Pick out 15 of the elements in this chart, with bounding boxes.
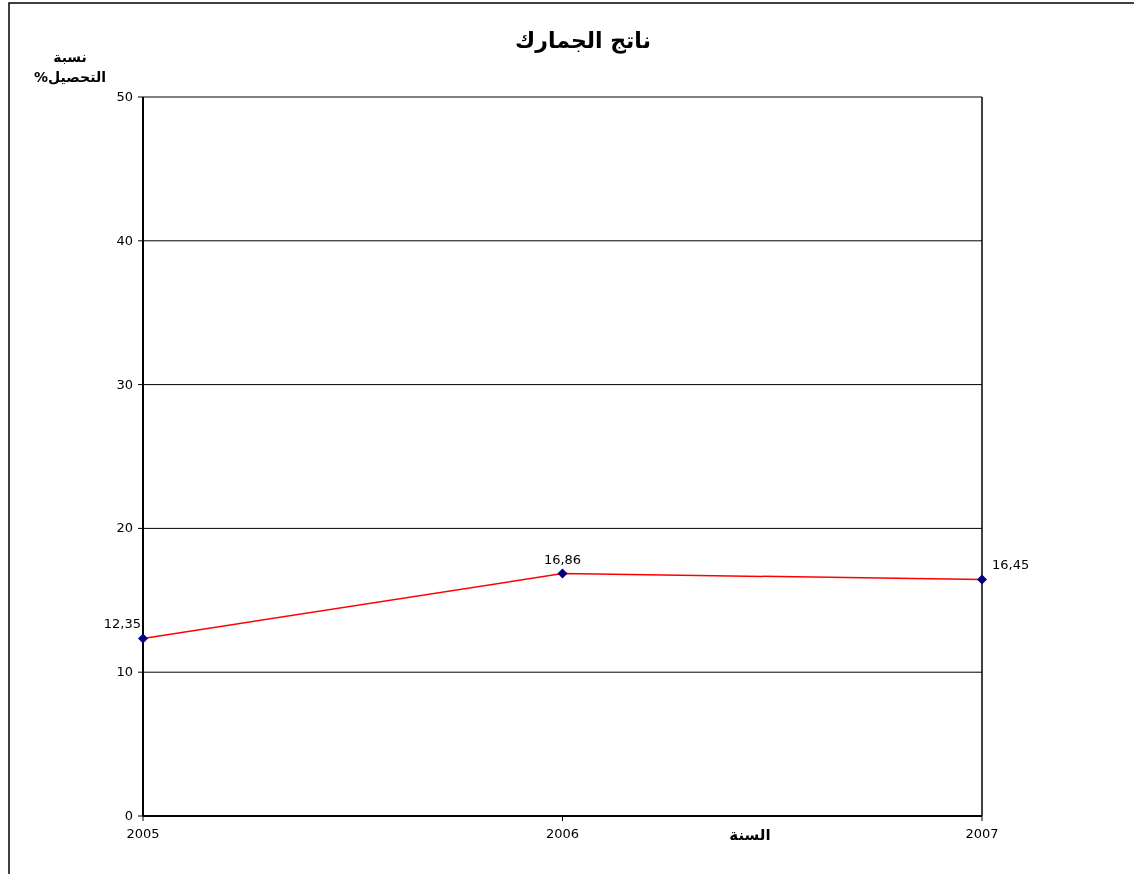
x-tick-label: 2007 <box>965 826 999 841</box>
x-tick-label: 2005 <box>126 826 160 841</box>
x-axis-title: السنة <box>729 826 771 844</box>
x-tick-label: 2006 <box>545 826 580 841</box>
y-tick-label: 40 <box>116 232 133 248</box>
y-tick-label: 10 <box>116 664 133 680</box>
data-label: 16,45 <box>992 557 1030 573</box>
chart-title: ناتج الجمارك <box>515 28 651 54</box>
y-tick-label: 30 <box>116 376 133 392</box>
y-tick-label: 0 <box>124 808 133 823</box>
y-tick-label: 20 <box>116 520 133 536</box>
y-tick-label: 50 <box>116 89 133 104</box>
data-label: 16,86 <box>543 551 582 567</box>
y-axis-title: نسبة التحصيل% <box>34 49 106 85</box>
data-label: 12,35 <box>103 616 141 632</box>
